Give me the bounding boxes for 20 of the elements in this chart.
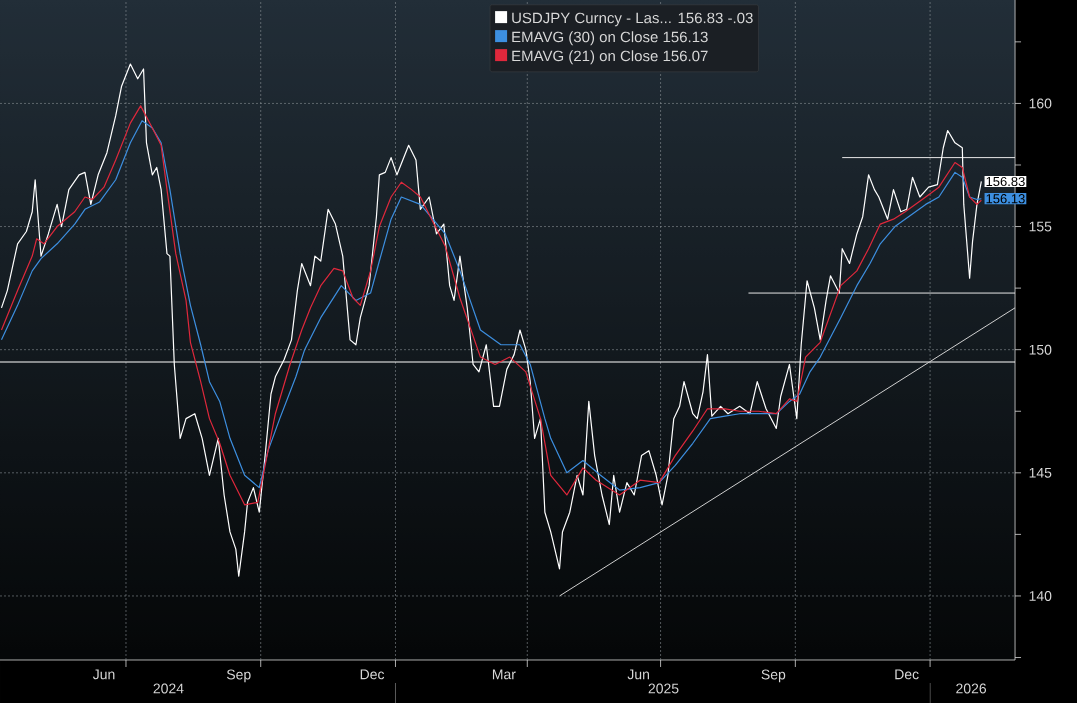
x-tick-label: Sep [226,669,251,683]
y-tick-label: 140 [1029,590,1052,601]
y-tick-label: 145 [1029,467,1052,478]
legend-label: EMAVG (21) on Close 156.07 [512,50,708,65]
legend-label: USDJPY Curncy - Las... 156.83 -.03 [512,12,753,27]
x-tick-label: Jun [627,669,649,680]
data-label: 156.83 [986,176,1025,187]
x-tick-label: Mar [492,669,516,680]
data-label: 156.13 [986,194,1025,204]
y-tick-label: 155 [1029,221,1052,232]
x2-tick-label: 2025 [648,683,679,694]
x-tick-label: Dec [360,669,385,680]
x-tick-label: Jun [92,669,115,680]
x2-tick-label: 2026 [956,683,987,694]
x2-tick-label: 2024 [153,683,184,694]
y-tick-label: 160 [1029,98,1052,109]
x-tick-label: Dec [895,669,919,680]
legend-label: EMAVG (30) on Close 156.13 [512,31,708,46]
y-tick-label: 150 [1029,344,1052,355]
x-tick-label: Sep [761,669,786,683]
